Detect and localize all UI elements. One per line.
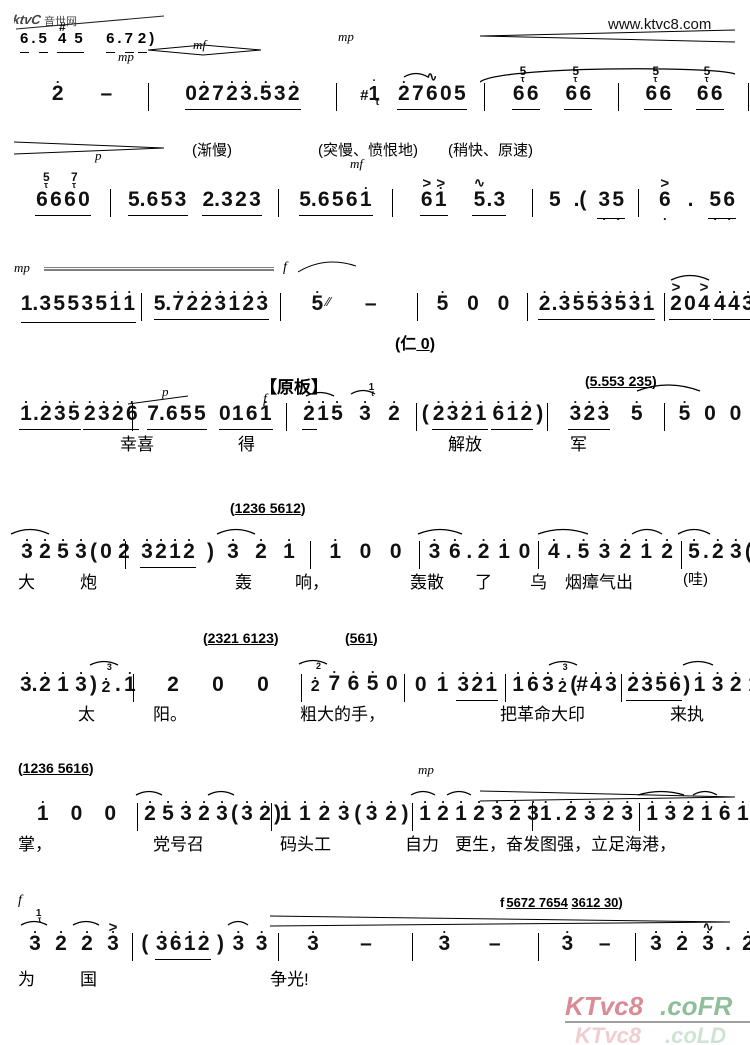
- svg-text:KTvc8: KTvc8: [575, 1023, 642, 1045]
- svg-text:KTvc8: KTvc8: [565, 991, 644, 1021]
- svg-text:.coLD: .coLD: [665, 1023, 726, 1045]
- svg-text:ktvC: ktvC: [14, 12, 42, 27]
- svg-text:.coFR: .coFR: [660, 991, 732, 1021]
